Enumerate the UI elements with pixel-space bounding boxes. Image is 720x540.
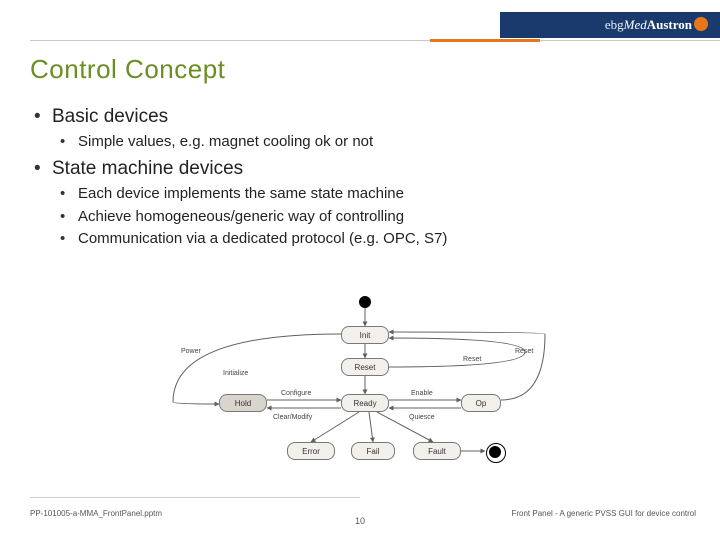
start-node-icon: [359, 296, 371, 308]
header-divider: [30, 40, 720, 41]
state-node-ready: Ready: [341, 394, 389, 412]
state-node-reset: Reset: [341, 358, 389, 376]
edge-label: Power: [181, 348, 201, 355]
edge-label: Reset: [463, 356, 481, 363]
state-machine-diagram: Initialize Configure Clear/Modify Enable Qui…: [163, 292, 557, 476]
diagram-edge: [369, 412, 373, 442]
state-node-error: Error: [287, 442, 335, 460]
state-node-fault: Fault: [413, 442, 461, 460]
brand-header: ebgMedAustron: [500, 12, 720, 38]
bullet-l1: State machine devices: [30, 158, 690, 180]
state-node-fail: Fail: [351, 442, 395, 460]
state-node-init: Init: [341, 326, 389, 344]
bullet-l2: Simple values, e.g. magnet cooling ok or…: [30, 132, 690, 152]
end-node-icon: [489, 446, 501, 458]
edge-label: Configure: [281, 390, 311, 397]
state-node-op: Op: [461, 394, 501, 412]
slide-body: Basic devices Simple values, e.g. magnet …: [30, 100, 690, 251]
footer-caption: Front Panel - A generic PVSS GUI for dev…: [511, 509, 696, 518]
bullet-l2: Communication via a dedicated protocol (…: [30, 229, 690, 249]
bullet-l2: Achieve homogeneous/generic way of contr…: [30, 207, 690, 227]
header-divider-accent: [430, 39, 540, 42]
bullet-l2: Each device implements the same state ma…: [30, 184, 690, 204]
state-node-hold: Hold: [219, 394, 267, 412]
slide-title: Control Concept: [30, 54, 225, 85]
edge-label: Initialize: [223, 370, 248, 377]
brand-text: ebgMedAustron: [605, 17, 692, 33]
edge-label: Reset: [515, 348, 533, 355]
footer-divider: [30, 497, 360, 498]
bullet-l1: Basic devices: [30, 106, 690, 128]
edge-label: Clear/Modify: [273, 414, 312, 421]
diagram-edge: [311, 412, 359, 442]
edge-label: Quiesce: [409, 414, 435, 421]
brand-dot-icon: [694, 17, 708, 31]
diagram-edge: [389, 338, 525, 367]
edge-label: Enable: [411, 390, 433, 397]
